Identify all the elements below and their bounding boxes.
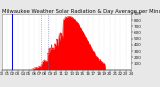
Text: Milwaukee Weather Solar Radiation & Day Average per Minute W/m2 (Today): Milwaukee Weather Solar Radiation & Day …	[2, 9, 160, 14]
